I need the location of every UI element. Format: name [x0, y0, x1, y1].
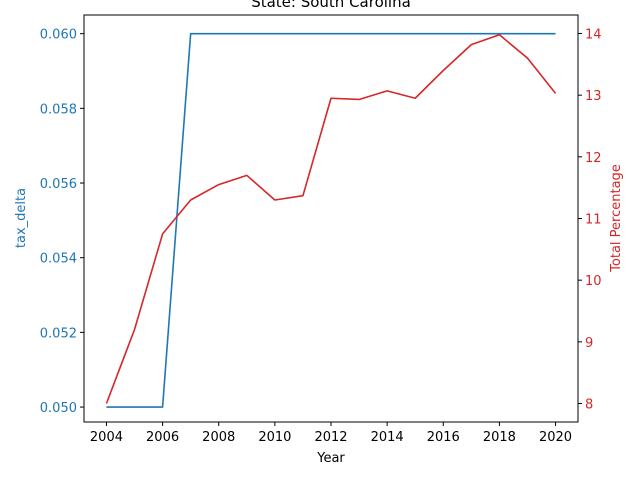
- x-axis-title: Year: [316, 451, 345, 466]
- x-tick-label: 2008: [202, 430, 235, 445]
- right-y-tick-label: 13: [585, 89, 602, 104]
- right-y-tick-label: 9: [585, 336, 593, 351]
- series-layer: [105, 32, 557, 408]
- x-tick-label: 2010: [258, 430, 291, 445]
- right-y-axis-title: Total Percentage: [609, 164, 624, 273]
- x-tick-label: 2006: [146, 430, 179, 445]
- right-y-axis: 8 9 10 11 12 13 14: [578, 28, 602, 413]
- total-percentage-line: [105, 33, 557, 404]
- left-y-tick-label: 0.058: [40, 102, 77, 117]
- x-axis: 2004 2006 2008 2010 2012 2014 2016 2018 2020: [90, 422, 572, 445]
- right-y-tick-label: 12: [585, 151, 602, 166]
- x-tick-label: 2020: [539, 430, 572, 445]
- x-tick-label: 2016: [427, 430, 460, 445]
- right-y-tick-label: 10: [585, 274, 602, 289]
- x-tick-label: 2004: [90, 430, 123, 445]
- plot-area-frame: [83, 14, 579, 423]
- right-y-tick-label: 14: [585, 28, 602, 43]
- chart-title: State: South Carolina: [251, 0, 411, 11]
- x-tick-label: 2012: [314, 430, 347, 445]
- x-tick-label: 2014: [371, 430, 404, 445]
- right-y-tick-label: 11: [585, 213, 602, 228]
- right-y-tick-label: 8: [585, 398, 593, 413]
- left-y-tick-label: 0.050: [40, 401, 77, 416]
- tax-delta-line: [106, 32, 556, 408]
- left-y-tick-label: 0.056: [40, 177, 77, 192]
- x-tick-label: 2018: [483, 430, 516, 445]
- left-y-axis-title: tax_delta: [14, 188, 29, 248]
- left-y-tick-label: 0.052: [40, 326, 77, 341]
- left-y-axis: 0.050 0.052 0.054 0.056 0.058 0.060: [40, 28, 84, 416]
- left-y-tick-label: 0.060: [40, 28, 77, 43]
- left-y-tick-label: 0.054: [40, 252, 77, 267]
